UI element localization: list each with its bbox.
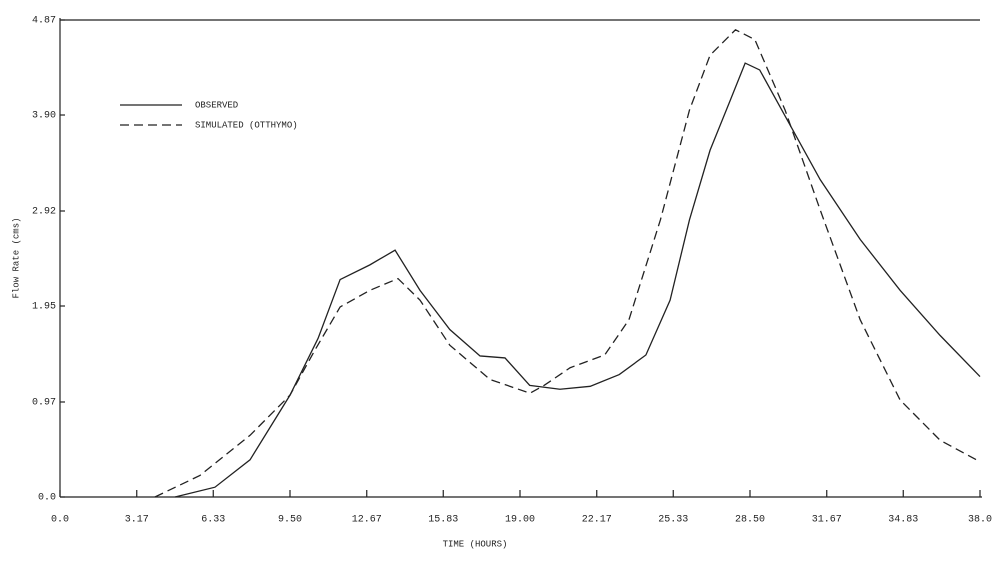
x-tick-label: 9.50 bbox=[278, 515, 302, 526]
y-tick-label: 3.90 bbox=[32, 111, 56, 122]
x-tick-label: 15.83 bbox=[428, 515, 458, 526]
x-tick-label: 19.00 bbox=[505, 515, 535, 526]
x-tick-label: 3.17 bbox=[125, 515, 149, 526]
x-axis-label: TIME (HOURS) bbox=[443, 539, 508, 549]
y-tick-label: 2.92 bbox=[32, 207, 56, 218]
x-tick-label: 22.17 bbox=[582, 515, 612, 526]
x-tick-label: 38.0 bbox=[968, 515, 992, 526]
x-tick-label: 28.50 bbox=[735, 515, 765, 526]
x-tick-label: 12.67 bbox=[352, 515, 382, 526]
y-tick-label: 1.95 bbox=[32, 302, 56, 313]
x-tick-label: 6.33 bbox=[201, 515, 225, 526]
x-tick-label: 31.67 bbox=[812, 515, 842, 526]
legend-label: OBSERVED bbox=[195, 100, 238, 110]
y-tick-label: 0.0 bbox=[38, 493, 56, 504]
x-tick-label: 25.33 bbox=[658, 515, 688, 526]
y-tick-label: 0.97 bbox=[32, 398, 56, 409]
x-tick-label: 34.83 bbox=[888, 515, 918, 526]
y-axis-label: Flow Rate (cms) bbox=[11, 217, 21, 298]
x-tick-label: 0.0 bbox=[51, 515, 69, 526]
legend-label: SIMULATED (OTTHYMO) bbox=[195, 120, 298, 130]
line bbox=[154, 29, 981, 498]
line bbox=[174, 62, 981, 498]
y-tick-label: 4.87 bbox=[32, 16, 56, 27]
